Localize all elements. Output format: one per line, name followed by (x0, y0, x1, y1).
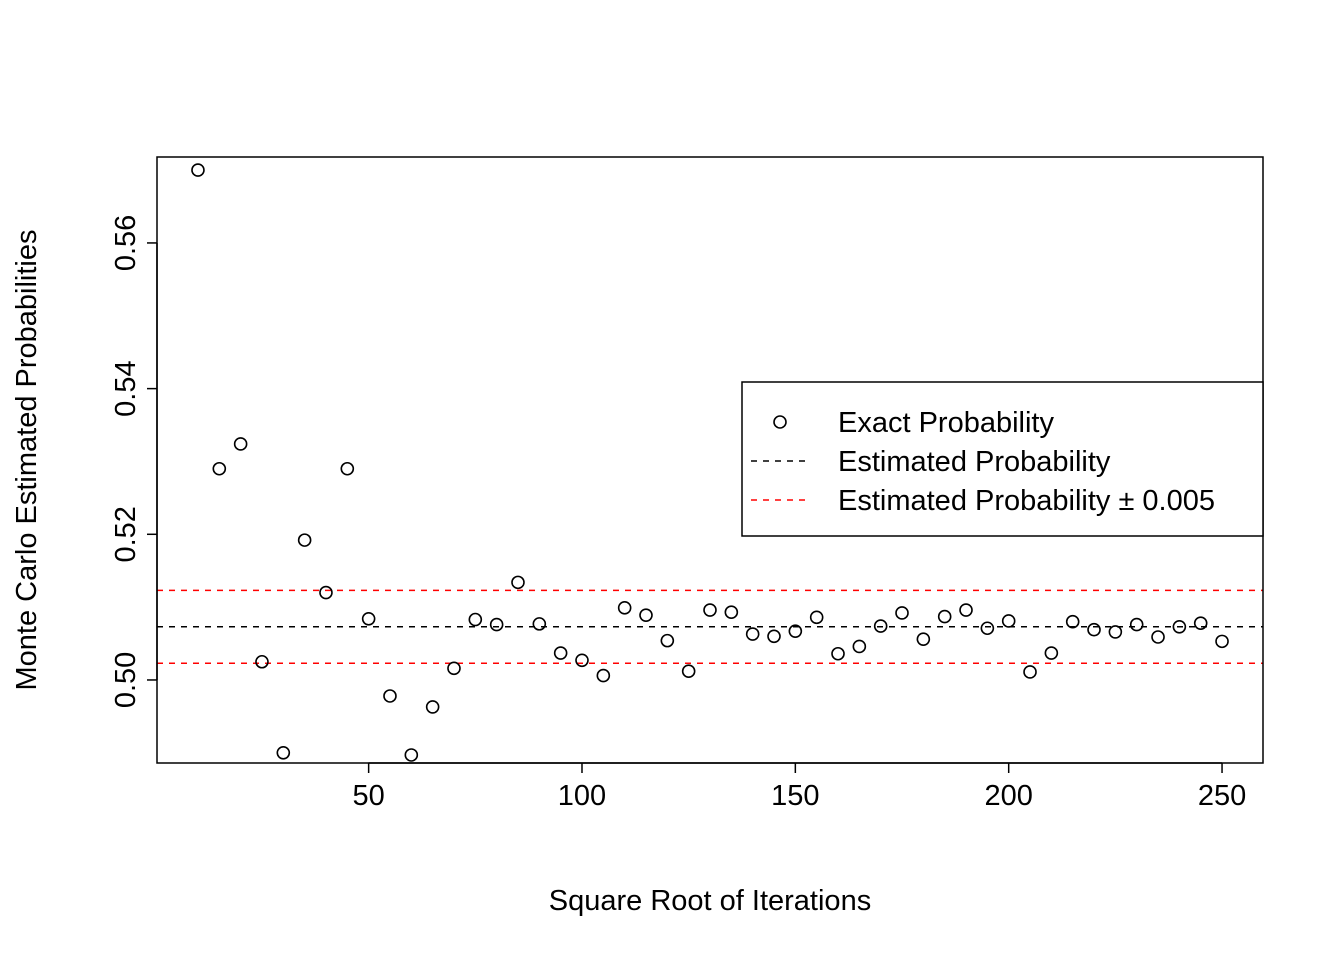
data-points (191, 163, 1229, 762)
data-point-18 (575, 653, 589, 668)
data-point-44 (1129, 617, 1144, 632)
data-point-41 (1065, 614, 1080, 629)
data-point-0 (191, 163, 205, 177)
data-point-25 (724, 605, 739, 620)
data-point-10 (404, 748, 419, 762)
x-axis: 50 100 150 200 250 (353, 762, 1246, 812)
data-point-2 (233, 437, 248, 451)
data-point-34 (916, 632, 931, 646)
data-point-27 (767, 629, 781, 644)
data-point-20 (617, 601, 632, 615)
y-axis-title: Monte Carlo Estimated Probabilities (11, 230, 43, 691)
data-point-36 (959, 603, 973, 617)
data-point-6 (319, 585, 333, 600)
data-point-40 (1044, 646, 1059, 660)
data-point-39 (1023, 665, 1037, 679)
data-point-26 (745, 627, 760, 641)
data-point-11 (425, 700, 440, 714)
x-tick-label-1: 100 (558, 780, 606, 812)
data-point-16 (532, 617, 547, 631)
data-point-28 (788, 624, 803, 638)
reference-lines (157, 589, 1263, 664)
data-point-32 (873, 619, 888, 633)
x-tick-label-4: 250 (1198, 780, 1246, 812)
data-point-7 (340, 461, 355, 476)
data-point-24 (703, 603, 717, 617)
data-point-35 (937, 609, 952, 624)
data-point-42 (1087, 622, 1101, 637)
data-point-29 (809, 610, 824, 625)
legend-symbol-0 (773, 415, 787, 429)
legend-label-0: Exact Probability (838, 407, 1054, 439)
y-tick-label-1: 0.52 (110, 506, 142, 562)
data-point-48 (1215, 634, 1229, 649)
y-axis: 0.50 0.52 0.54 0.56 (110, 215, 158, 708)
data-point-22 (660, 633, 675, 648)
data-point-47 (1193, 616, 1208, 630)
y-tick-label-0: 0.50 (110, 652, 142, 708)
legend: Exact Probability Estimated Probability Es… (741, 381, 1264, 537)
data-point-8 (361, 611, 376, 626)
y-tick-label-2: 0.54 (110, 360, 142, 416)
x-tick-label-3: 200 (984, 780, 1032, 812)
data-point-23 (681, 664, 696, 679)
x-axis-title: Square Root of Iterations (549, 885, 871, 917)
data-point-17 (553, 646, 568, 660)
data-point-15 (511, 575, 525, 590)
data-point-14 (489, 617, 504, 632)
data-point-21 (639, 608, 653, 622)
data-point-19 (596, 668, 611, 683)
data-point-9 (383, 689, 397, 703)
data-point-3 (255, 654, 269, 669)
data-point-33 (895, 606, 909, 620)
x-tick-label-2: 150 (771, 780, 819, 812)
data-point-12 (447, 661, 461, 676)
legend-box (741, 381, 1264, 537)
legend-label-2: Estimated Probability ± 0.005 (838, 485, 1215, 517)
data-point-37 (980, 621, 995, 636)
data-point-45 (1151, 630, 1165, 644)
data-point-46 (1172, 619, 1187, 634)
y-tick-label-3: 0.56 (110, 215, 142, 271)
data-point-13 (468, 612, 483, 627)
data-point-1 (212, 461, 227, 476)
legend-label-1: Estimated Probability (838, 446, 1111, 478)
data-point-30 (831, 646, 845, 661)
data-point-5 (297, 533, 312, 547)
x-tick-label-0: 50 (353, 780, 385, 812)
data-point-43 (1108, 625, 1123, 639)
data-point-31 (852, 639, 867, 654)
data-point-4 (276, 746, 291, 760)
data-point-38 (1001, 614, 1016, 628)
